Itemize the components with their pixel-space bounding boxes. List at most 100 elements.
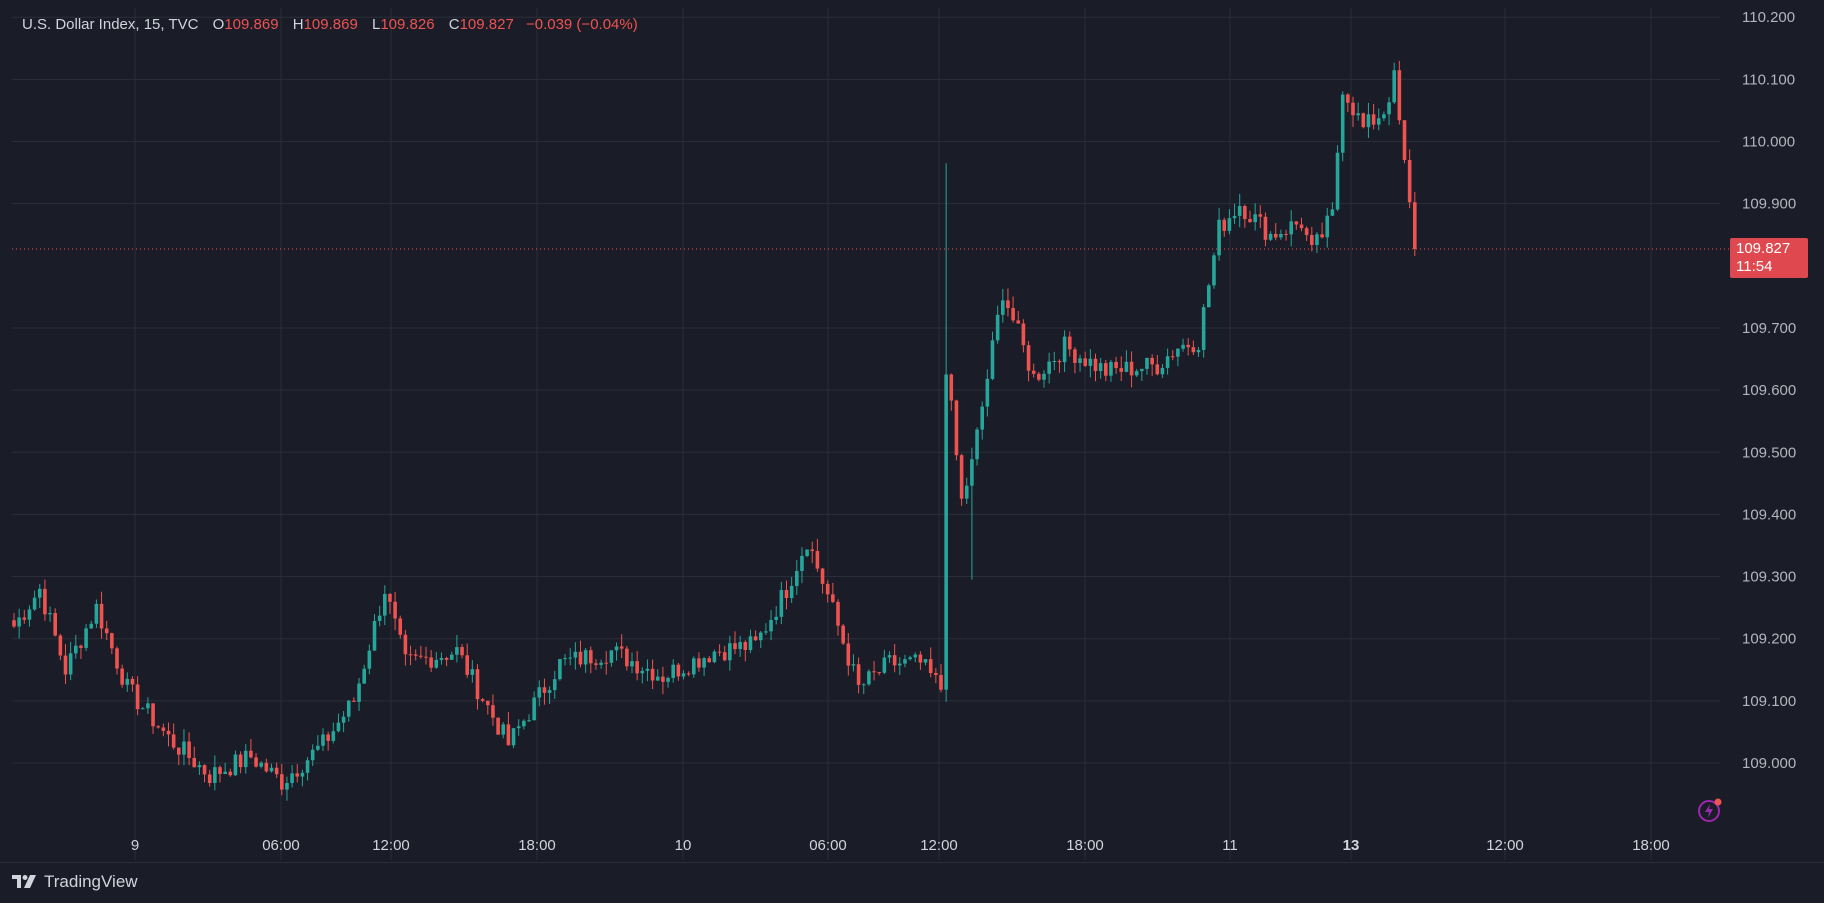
- candle: [285, 776, 289, 801]
- candle: [140, 707, 145, 710]
- candle: [444, 656, 449, 667]
- candle: [408, 645, 413, 666]
- candle: [573, 642, 578, 670]
- candle: [434, 652, 439, 669]
- y-tick-label: 109.300: [1742, 569, 1796, 586]
- candle: [547, 686, 552, 704]
- candle: [1181, 338, 1185, 352]
- candle: [346, 699, 351, 722]
- candle: [1073, 347, 1077, 374]
- candle: [58, 633, 63, 661]
- candle: [1387, 97, 1391, 126]
- candle: [1402, 120, 1407, 164]
- candle: [558, 658, 562, 681]
- flash-icon[interactable]: [1697, 797, 1723, 823]
- y-tick-label: 110.200: [1742, 9, 1795, 26]
- candle: [166, 722, 171, 747]
- x-tick-label: 18:00: [1066, 837, 1104, 854]
- candle: [151, 703, 155, 734]
- candle: [403, 629, 408, 666]
- candle: [460, 644, 464, 659]
- high-label: H: [292, 16, 304, 33]
- candle: [424, 646, 428, 665]
- candle: [202, 764, 207, 783]
- candle: [949, 373, 954, 411]
- candle: [655, 669, 660, 682]
- tradingview-brand[interactable]: TradingView: [12, 872, 138, 892]
- candle: [27, 605, 32, 627]
- candle: [1001, 288, 1005, 323]
- candle: [192, 746, 197, 768]
- candle: [1310, 226, 1314, 252]
- candle: [1083, 351, 1087, 368]
- candle: [964, 477, 969, 504]
- candle: [480, 697, 485, 703]
- candle: [310, 744, 315, 766]
- candle: [135, 676, 140, 716]
- candle: [722, 645, 727, 662]
- candle: [774, 605, 778, 625]
- candle: [89, 620, 94, 630]
- candle: [1006, 288, 1010, 317]
- candle: [1263, 212, 1268, 247]
- candle: [372, 614, 377, 651]
- last-price-tag: 109.827 11:54: [1730, 238, 1808, 278]
- candle: [1217, 207, 1221, 261]
- candle: [1227, 209, 1232, 235]
- candle: [630, 652, 634, 674]
- candle: [1119, 356, 1124, 381]
- candle: [1330, 202, 1335, 217]
- candle: [233, 750, 238, 776]
- candle: [1093, 353, 1098, 382]
- candle: [1268, 231, 1273, 242]
- candle: [934, 668, 938, 684]
- candle: [733, 631, 737, 655]
- candle: [1201, 303, 1206, 358]
- candle: [383, 585, 387, 626]
- candle: [712, 649, 717, 664]
- low-label: L: [371, 16, 381, 33]
- candle: [1371, 104, 1376, 130]
- candle: [295, 764, 300, 783]
- candle: [1366, 102, 1371, 138]
- candle: [280, 764, 284, 796]
- candle: [177, 747, 181, 766]
- candle: [1407, 149, 1412, 209]
- candle: [1258, 205, 1263, 229]
- candle: [954, 399, 959, 461]
- candle: [578, 640, 583, 668]
- candle: [522, 719, 526, 730]
- candle: [1042, 370, 1046, 388]
- candle: [594, 659, 598, 670]
- y-tick-label: 109.100: [1742, 693, 1796, 710]
- candle: [661, 666, 665, 695]
- candle: [32, 590, 37, 612]
- footer-bar: TradingView: [0, 862, 1824, 903]
- close-label: C: [448, 16, 460, 33]
- candle: [470, 660, 475, 683]
- candle: [1176, 348, 1180, 367]
- candle: [583, 647, 588, 673]
- candle: [1160, 363, 1165, 378]
- open-value: 109.869: [224, 16, 279, 33]
- candle: [841, 623, 845, 645]
- candle: [1413, 192, 1417, 257]
- candle: [475, 664, 480, 710]
- x-tick-label: 18:00: [1632, 837, 1670, 854]
- candle: [1150, 354, 1154, 377]
- candlestick-chart[interactable]: 110.200 110.100 110.000 109.900 109.700 109.6…: [0, 0, 1824, 862]
- candle: [259, 761, 263, 769]
- candle: [341, 711, 346, 733]
- candle: [465, 643, 469, 678]
- candle: [1062, 330, 1067, 373]
- candle: [1346, 93, 1350, 112]
- candle: [43, 579, 47, 621]
- candle: [419, 645, 423, 659]
- candle: [429, 650, 433, 672]
- candle: [249, 739, 253, 759]
- candle: [388, 592, 392, 614]
- candle: [697, 652, 701, 672]
- candle: [980, 401, 984, 440]
- candle: [764, 623, 768, 635]
